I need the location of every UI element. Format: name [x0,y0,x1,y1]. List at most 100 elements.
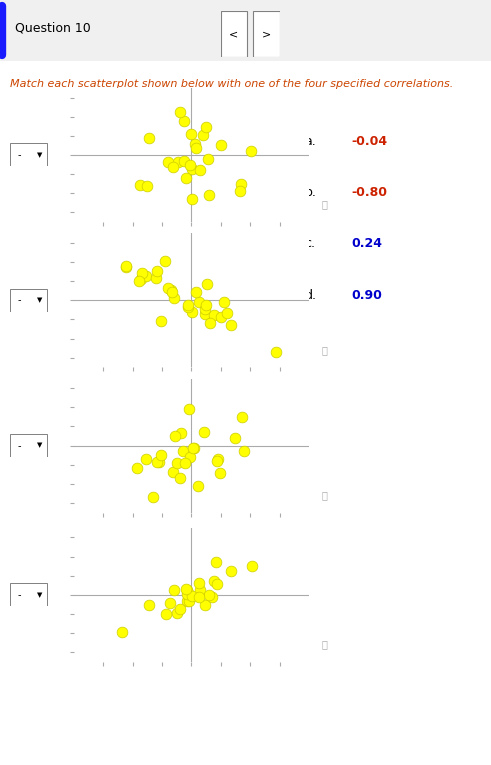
Point [236,184,244,197]
Bar [10,288,47,312]
Point [186,159,194,171]
Point [218,139,225,151]
Point [214,453,221,465]
Point [220,295,228,308]
Point [186,594,193,607]
Point [157,314,165,327]
Point [184,299,192,311]
Point [176,106,184,118]
Point [149,490,157,503]
Point [166,597,174,609]
Point [135,275,143,287]
Point [174,156,182,168]
Point [231,432,239,444]
Point [118,626,126,638]
Point [195,591,203,604]
Text: -: - [18,590,22,600]
Point [180,155,188,167]
Point [217,467,224,480]
Text: 0.24: 0.24 [351,237,382,250]
Text: -: - [18,295,22,305]
Point [210,575,218,588]
Point [182,457,190,469]
Point [196,584,204,597]
Point [248,560,256,572]
Point [201,308,209,320]
Bar [10,144,47,167]
Point [142,453,150,465]
Point [152,272,160,284]
Point [170,291,178,304]
Point [168,286,176,298]
Point [183,588,191,601]
Point [204,153,212,165]
Text: Match each scatterplot shown below with one of the four specified correlations.: Match each scatterplot shown below with … [10,79,453,90]
Text: ▼: ▼ [37,298,42,303]
Point [203,278,211,290]
Point [164,282,172,294]
Point [214,454,221,467]
Point [163,607,170,620]
Text: -0.04: -0.04 [351,135,387,148]
Point [164,156,172,168]
Point [227,565,235,577]
Text: ▼: ▼ [37,592,42,597]
Text: <: < [229,29,239,40]
Text: -0.80: -0.80 [351,186,387,199]
Point [154,265,162,277]
Point [191,286,199,298]
Point [142,270,150,282]
Point [208,591,216,604]
Point [223,307,231,319]
Text: -: - [18,150,22,160]
Point [169,161,177,173]
Point [189,441,197,454]
Bar [221,11,247,57]
Text: b.: b. [304,186,316,199]
Text: d.: d. [304,289,316,302]
Text: >: > [262,29,272,40]
Point [200,426,208,438]
Point [184,588,192,600]
Point [173,457,181,469]
Point [202,299,210,311]
Point [201,599,209,611]
Point [171,430,179,442]
Text: 🔍: 🔍 [321,345,327,355]
Point [184,301,192,313]
Point [176,471,184,483]
Point [202,121,210,133]
Point [180,115,188,127]
Point [138,266,146,278]
Point [158,449,165,461]
Point [177,428,185,440]
Point [133,462,140,474]
Point [155,456,163,468]
Point [188,591,196,603]
Text: 🔍: 🔍 [321,640,327,649]
Point [188,306,195,318]
Bar [10,435,47,457]
Text: Question 10: Question 10 [15,21,90,34]
Point [195,577,203,589]
Point [173,607,181,619]
Point [206,317,214,330]
Point [185,403,193,415]
Point [189,193,196,205]
Point [122,259,130,272]
Point [161,255,168,267]
Text: 🔍: 🔍 [321,200,327,210]
Point [136,179,144,191]
Point [240,444,248,457]
Point [188,163,195,175]
Point [191,138,199,150]
Point [177,604,185,616]
Text: c.: c. [304,237,315,250]
Point [183,595,191,607]
Point [167,284,175,296]
Point [192,142,200,154]
Point [145,132,153,144]
Bar [10,583,47,606]
Point [212,556,220,568]
Point [272,346,280,358]
